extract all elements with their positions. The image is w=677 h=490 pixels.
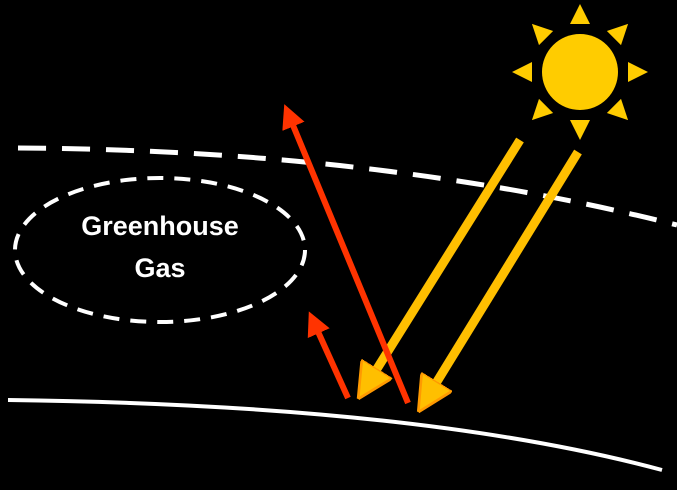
label-line: Gas	[134, 253, 185, 283]
diagram: Greenhouse Gas	[0, 0, 677, 490]
label-line: Greenhouse	[81, 211, 239, 241]
